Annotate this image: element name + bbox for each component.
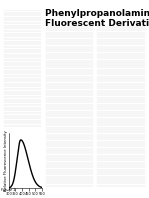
Text: Phenylpropanolamine Salts in: Phenylpropanolamine Salts in <box>45 9 149 17</box>
Y-axis label: Relative Fluorescence Intensity: Relative Fluorescence Intensity <box>4 130 8 191</box>
Text: Figure 1.: Figure 1. <box>1 188 17 192</box>
Text: Fluorescent Derivative Formation: Fluorescent Derivative Formation <box>45 19 149 28</box>
